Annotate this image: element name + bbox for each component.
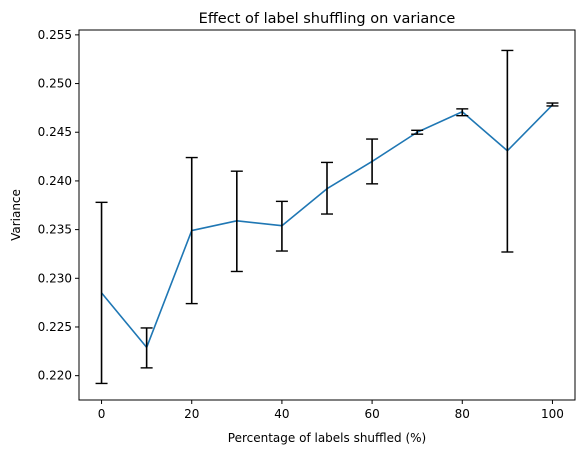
x-tick-label: 100 [541, 407, 564, 421]
chart-title: Effect of label shuffling on variance [199, 11, 456, 27]
error-bar [185, 156, 198, 305]
y-tick-label: 0.225 [38, 320, 72, 334]
y-tick-label: 0.220 [38, 369, 72, 383]
y-tick-label: 0.245 [38, 125, 72, 139]
x-tick-label: 60 [364, 407, 379, 421]
x-axis: 0 20 40 60 80 100 [98, 400, 564, 421]
y-tick-label: 0.250 [38, 77, 72, 91]
y-axis: 0.220 0.225 0.230 0.235 0.240 0.245 0.250 0.255 [38, 28, 79, 383]
x-tick-label: 20 [184, 407, 199, 421]
series-line [100, 104, 554, 349]
plot-frame [78, 29, 576, 401]
error-bar [321, 161, 333, 215]
plot-area [95, 49, 559, 385]
y-tick-label: 0.255 [38, 28, 72, 42]
error-bar [411, 129, 424, 135]
error-bar [546, 102, 559, 107]
error-bar [501, 49, 514, 253]
y-tick-label: 0.235 [38, 223, 72, 237]
x-axis-label: Percentage of labels shuffled (%) [228, 431, 426, 445]
x-tick-label: 40 [274, 407, 289, 421]
x-tick-label: 0 [98, 407, 106, 421]
error-bar [366, 138, 379, 185]
y-tick-label: 0.240 [38, 174, 72, 188]
error-bar [456, 108, 469, 117]
error-bar [230, 170, 243, 273]
error-bar [95, 201, 108, 385]
y-axis-label: Variance [9, 189, 23, 241]
y-tick-label: 0.230 [38, 271, 72, 285]
x-tick-label: 80 [455, 407, 470, 421]
error-bar [275, 200, 288, 252]
error-bar [140, 327, 153, 369]
